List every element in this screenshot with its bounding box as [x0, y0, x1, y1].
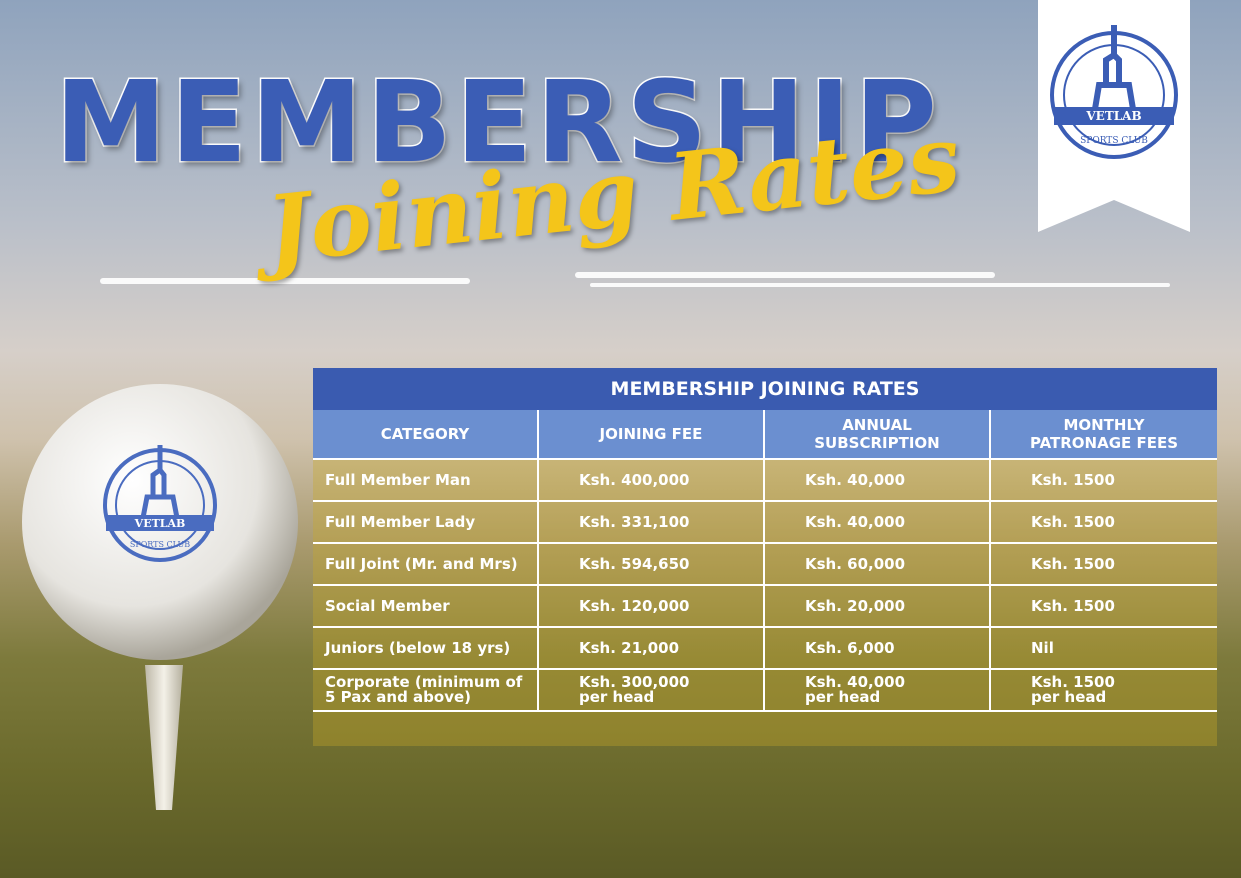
rate-cell: Ksh. 120,000	[539, 586, 765, 626]
title: MEMBERSHIP	[54, 57, 941, 190]
header-row: CATEGORY JOINING FEE ANNUAL SUBSCRIPTION MO…	[313, 410, 1217, 460]
table-row: Full Member Lady Ksh. 331,100 Ksh. 40,000 K…	[313, 502, 1217, 544]
rate-cell: Ksh. 1500	[1031, 470, 1115, 489]
column-header: JOINING FEE	[539, 410, 765, 458]
rate-cell: Ksh. 20,000	[765, 586, 991, 626]
rate-cell: Ksh. 1500	[1031, 554, 1115, 573]
logo-tagline: SPORTS CLUB	[130, 540, 190, 549]
brush-stroke	[100, 278, 470, 284]
rate-cell: Ksh. 300,000 per head	[539, 670, 765, 710]
rate-cell: Ksh. 40,000 per head	[765, 670, 991, 710]
column-header: ANNUAL SUBSCRIPTION	[765, 410, 991, 458]
column-header: MONTHLY PATRONAGE FEES	[991, 410, 1217, 458]
category-cell: Juniors (below 18 yrs)	[313, 628, 539, 668]
category-cell: Full Member Lady	[313, 502, 539, 542]
category-cell: Full Member Man	[313, 460, 539, 500]
rate-cell: Ksh. 400,000	[539, 460, 765, 500]
rate-cell: Ksh. 6,000	[765, 628, 991, 668]
table-row: Juniors (below 18 yrs) Ksh. 21,000 Ksh. 6,…	[313, 628, 1217, 670]
category-cell: Corporate (minimum of 5 Pax and above)	[313, 670, 539, 710]
table-body: Full Member Man Ksh. 400,000 Ksh. 40,000 Ks…	[313, 460, 1217, 712]
logo-name: VETLAB	[1085, 109, 1141, 123]
tee	[145, 665, 183, 810]
rate-cell: Ksh. 40,000	[765, 460, 991, 500]
rate-cell: Ksh. 331,100	[539, 502, 765, 542]
table-row: Full Member Man Ksh. 400,000 Ksh. 40,000 Ks…	[313, 460, 1217, 502]
rate-cell: Ksh. 594,650	[539, 544, 765, 584]
logo: VETLAB SPORTS CLUB	[103, 445, 217, 562]
table-row: Corporate (minimum of 5 Pax and above) Ks…	[313, 670, 1217, 712]
column-header: CATEGORY	[313, 410, 539, 458]
logo: VETLAB SPORTS CLUB	[1050, 25, 1178, 159]
category-cell: Full Joint (Mr. and Mrs)	[313, 544, 539, 584]
rate-cell: Ksh. 40,000	[765, 502, 991, 542]
rates-table: MEMBERSHIP JOINING RATES CATEGORY JOINING…	[313, 368, 1217, 746]
rate-cell: Ksh. 1500 per head	[1031, 673, 1115, 706]
table-row: Full Joint (Mr. and Mrs) Ksh. 594,650 Ksh.…	[313, 544, 1217, 586]
logo-tagline: SPORTS CLUB	[1080, 136, 1148, 146]
rate-cell: Ksh. 60,000	[765, 544, 991, 584]
table-title: MEMBERSHIP JOINING RATES	[313, 368, 1217, 410]
logo-name: VETLAB	[134, 517, 186, 530]
rate-cell: Nil	[1031, 638, 1054, 657]
rate-cell: Ksh. 21,000	[539, 628, 765, 668]
rate-cell: Ksh. 1500	[1031, 596, 1115, 615]
table-row: Social Member Ksh. 120,000 Ksh. 20,000 Ksh.…	[313, 586, 1217, 628]
rate-cell: Ksh. 1500	[1031, 512, 1115, 531]
category-cell: Social Member	[313, 586, 539, 626]
brush-stroke	[575, 272, 995, 278]
brush-stroke	[590, 283, 1170, 287]
